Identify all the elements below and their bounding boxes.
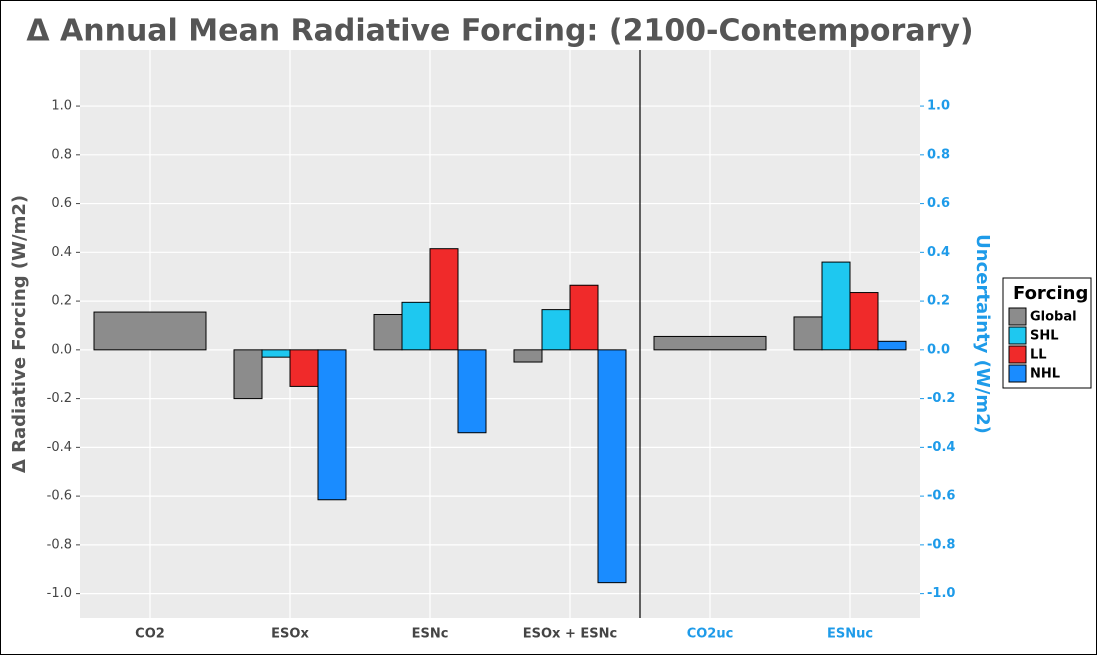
- legend-key: [1008, 326, 1027, 345]
- chart-title: Δ Annual Mean Radiative Forcing: (2100-C…: [26, 14, 973, 49]
- x-tick-label: ESOx: [271, 627, 309, 642]
- legend-label: LL: [1030, 348, 1047, 363]
- legend-key: [1008, 345, 1027, 364]
- bar: [289, 349, 319, 387]
- bar: [261, 349, 291, 358]
- bar: [233, 349, 263, 400]
- legend-label: SHL: [1030, 329, 1059, 344]
- y2-tick-label: 0.4: [927, 245, 950, 260]
- y-tick-label: -1.0: [47, 586, 72, 601]
- y-tick-label: -0.8: [47, 537, 72, 552]
- plot-panel: [80, 50, 920, 618]
- y2-tick-label: 0.0: [927, 342, 950, 357]
- bar: [821, 261, 851, 351]
- y-tick-label: 0.2: [51, 294, 72, 309]
- bar: [401, 301, 431, 351]
- y2-axis-label: Uncertainty (W/m2): [972, 234, 993, 434]
- y2-tick-label: -0.6: [927, 489, 955, 504]
- bar: [597, 349, 627, 584]
- legend-label: Global: [1030, 310, 1077, 325]
- y-tick-label: 1.0: [51, 99, 72, 114]
- bar: [877, 340, 907, 351]
- bar: [793, 316, 823, 351]
- legend-label: NHL: [1030, 367, 1060, 382]
- bar: [541, 309, 571, 351]
- bar: [653, 335, 767, 351]
- y2-tick-label: -0.4: [927, 440, 955, 455]
- bar: [569, 284, 599, 351]
- y-tick-label: 0.8: [51, 147, 72, 162]
- bar: [849, 292, 879, 351]
- legend-key: [1008, 364, 1027, 383]
- bar: [513, 349, 543, 363]
- y-tick-label: -0.2: [47, 391, 72, 406]
- y2-tick-label: -0.2: [927, 391, 955, 406]
- y-tick-label: 0.0: [51, 342, 72, 357]
- x-tick-label: CO2uc: [687, 627, 734, 642]
- y-axis-label: Δ Radiative Forcing (W/m2): [9, 195, 30, 473]
- x-tick-label: ESNuc: [827, 627, 873, 642]
- y-tick-label: 0.6: [51, 196, 72, 211]
- x-tick-label: ESOx + ESNc: [523, 627, 617, 642]
- x-tick-label: ESNc: [412, 627, 449, 642]
- bar: [457, 349, 487, 434]
- y2-tick-label: -1.0: [927, 586, 955, 601]
- y-tick-label: 0.4: [51, 245, 72, 260]
- bar: [93, 311, 207, 351]
- y-tick-label: -0.6: [47, 489, 72, 504]
- legend-title: Forcing: [1013, 283, 1088, 304]
- bar: [373, 313, 403, 351]
- bar: [429, 248, 459, 351]
- y-tick-label: -0.4: [47, 440, 72, 455]
- y2-tick-label: 1.0: [927, 99, 950, 114]
- x-tick-label: CO2: [135, 627, 165, 642]
- y2-tick-label: 0.8: [927, 147, 950, 162]
- y2-tick-label: 0.2: [927, 294, 950, 309]
- bar: [317, 349, 347, 501]
- y2-tick-label: -0.8: [927, 537, 955, 552]
- y2-tick-label: 0.6: [927, 196, 950, 211]
- legend-key: [1008, 307, 1027, 326]
